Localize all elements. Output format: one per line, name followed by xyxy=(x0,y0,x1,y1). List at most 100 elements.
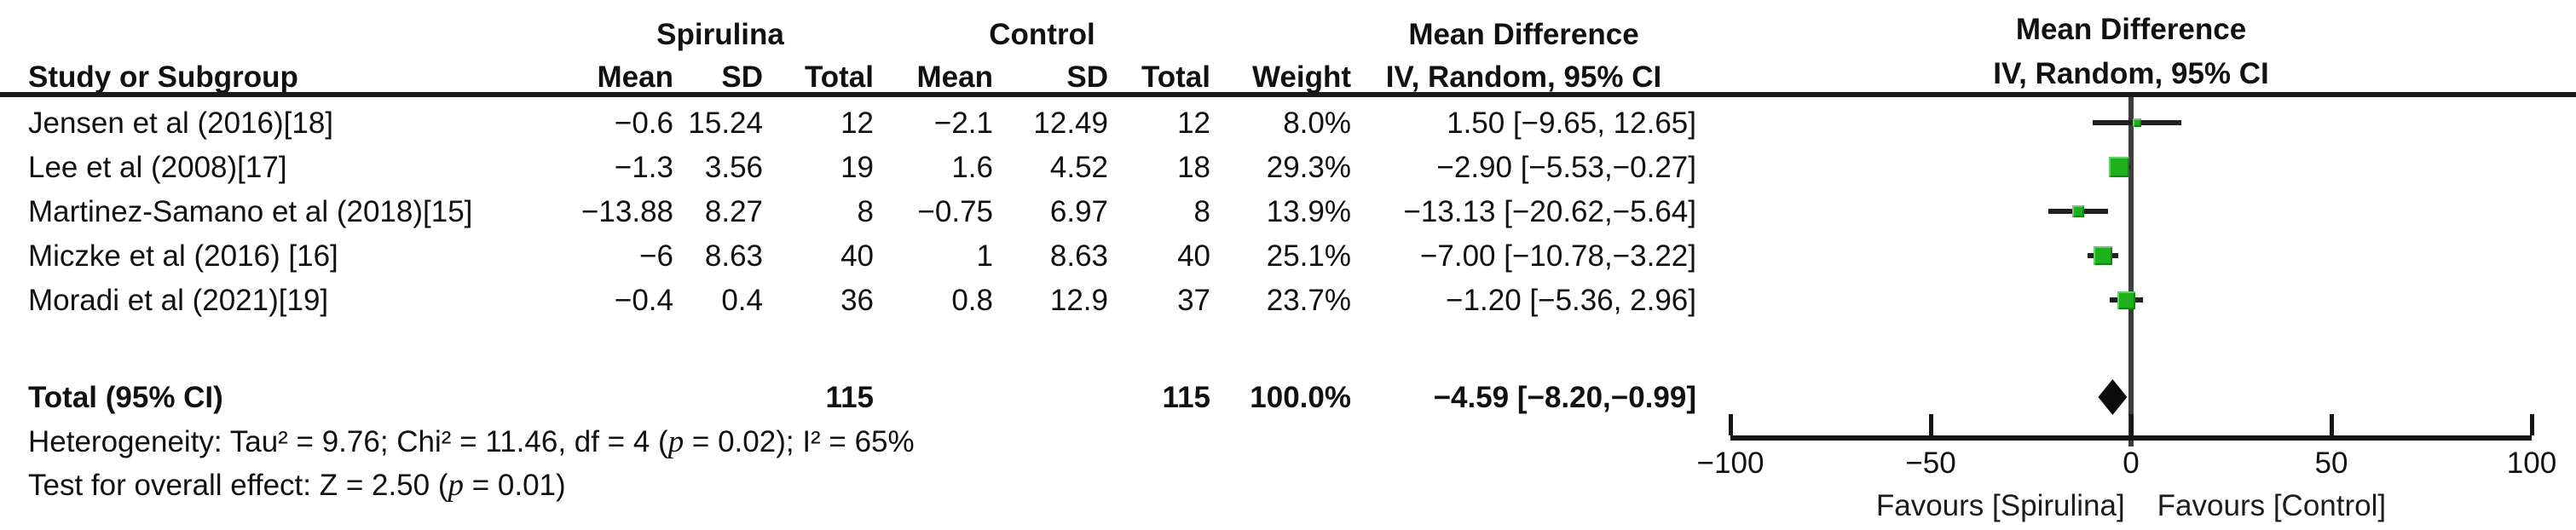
table-row: Martinez-Samano et al (2018)[15] −13.88 8.… xyxy=(0,189,1696,233)
effect-square xyxy=(2109,157,2130,177)
control-sd: 4.52 xyxy=(1049,150,1108,184)
heterogeneity-text-end: = 0.02); I² = 65% xyxy=(684,425,915,458)
heterogeneity-note: Heterogeneity: Tau² = 9.76; Chi² = 11.46… xyxy=(28,426,915,458)
table-row: Miczke et al (2016) [16] −6 8.63 40 1 8.63 40 2… xyxy=(0,233,1696,278)
spirulina-mean: −6 xyxy=(639,239,673,273)
weight-value: 25.1% xyxy=(1266,239,1351,273)
control-mean: 1 xyxy=(976,239,993,273)
spirulina-mean: −0.6 xyxy=(614,106,673,140)
control-mean: −0.75 xyxy=(917,194,993,228)
favours-labels: Favours [Spirulina] Favours [Control] xyxy=(1730,491,2532,521)
md-ci-text: −1.20 [−5.36, 2.96] xyxy=(1446,283,1696,317)
x-axis-line xyxy=(1730,435,2532,441)
axis-tick xyxy=(2530,414,2534,435)
control-total: 8 xyxy=(1193,194,1210,228)
spirulina-sd: 3.56 xyxy=(704,150,763,184)
favours-left-label: Favours [Spirulina] xyxy=(1875,489,2125,522)
weight-value: 23.7% xyxy=(1266,283,1351,317)
study-name: Miczke et al (2016) [16] xyxy=(28,239,338,273)
p-symbol: p xyxy=(667,424,684,459)
control-mean: −2.1 xyxy=(933,106,993,140)
axis-tick xyxy=(1729,414,1733,435)
ci-plot-header: IV, Random, 95% CI xyxy=(1993,57,2269,90)
control-total: 37 xyxy=(1177,283,1210,317)
effect-square xyxy=(2117,291,2135,309)
md-stat-header: Mean Difference xyxy=(1408,18,1639,51)
header-group-row: Spirulina Control Mean Difference xyxy=(0,0,1696,55)
summary-diamond xyxy=(2098,379,2128,415)
control-sd: 12.49 xyxy=(1033,106,1108,140)
axis-tick xyxy=(2330,414,2334,435)
control-sd: 12.9 xyxy=(1049,283,1108,317)
axis-tick-label: −50 xyxy=(1905,446,1956,480)
effect-square xyxy=(2072,205,2085,217)
md-ci-text: −13.13 [−20.62,−5.64] xyxy=(1403,194,1696,228)
table-row: Lee et al (2008)[17] −1.3 3.56 19 1.6 4.52 18 2… xyxy=(0,145,1696,189)
effect-square xyxy=(2094,246,2113,265)
ci-col-header: IV, Random, 95% CI xyxy=(1385,60,1662,94)
table-row: Jensen et al (2016)[18] −0.6 15.24 12 −2.1 12… xyxy=(0,101,1696,145)
group2-header: Control xyxy=(989,18,1095,51)
md-ci-text: −2.90 [−5.53,−0.27] xyxy=(1436,150,1696,184)
control-sd: 8.63 xyxy=(1049,239,1108,273)
spirulina-mean: −13.88 xyxy=(580,194,673,228)
overall-effect-text-end: = 0.01) xyxy=(464,469,566,502)
spirulina-sd: 8.63 xyxy=(704,239,763,273)
header-divider xyxy=(0,92,2576,97)
study-name: Martinez-Samano et al (2018)[15] xyxy=(28,194,473,228)
spirulina-sd: 8.27 xyxy=(704,194,763,228)
weight-col-header: Weight xyxy=(1251,60,1351,94)
control-sd-header: SD xyxy=(1066,60,1108,94)
total-label: Total (95% CI) xyxy=(28,380,223,414)
control-total-header: Total xyxy=(1141,60,1210,94)
control-total: 18 xyxy=(1177,150,1210,184)
spirulina-total: 8 xyxy=(857,194,874,228)
spirulina-total: 40 xyxy=(840,239,874,273)
control-sd: 6.97 xyxy=(1049,194,1108,228)
spirulina-total-header: Total xyxy=(804,60,874,94)
axis-tick xyxy=(2129,414,2134,435)
zero-effect-line xyxy=(2128,97,2134,446)
spirulina-sd: 0.4 xyxy=(721,283,763,317)
axis-tick-label: 100 xyxy=(2506,446,2557,480)
p-symbol: p xyxy=(448,468,465,503)
spirulina-total: 19 xyxy=(840,150,874,184)
study-name: Jensen et al (2016)[18] xyxy=(28,106,334,140)
study-rows: Jensen et al (2016)[18] −0.6 15.24 12 −2.1 12… xyxy=(0,101,1696,322)
total-spirulina-n: 115 xyxy=(825,380,874,414)
spirulina-total: 12 xyxy=(840,106,874,140)
spirulina-mean: −1.3 xyxy=(614,150,673,184)
heterogeneity-text: Heterogeneity: Tau² = 9.76; Chi² = 11.46… xyxy=(28,425,668,458)
control-mean: 0.8 xyxy=(951,283,993,317)
overall-effect-note: Test for overall effect: Z = 2.50 (p = 0… xyxy=(28,470,566,501)
total-ci-text: −4.59 [−8.20,−0.99] xyxy=(1433,380,1696,414)
control-mean-header: Mean xyxy=(916,60,993,94)
control-mean: 1.6 xyxy=(951,150,993,184)
total-control-n: 115 xyxy=(1162,380,1210,414)
md-plot-header: Mean Difference xyxy=(2015,13,2247,46)
axis-tick-label: 0 xyxy=(2123,446,2140,480)
control-total: 12 xyxy=(1177,106,1210,140)
overall-effect-text: Test for overall effect: Z = 2.50 ( xyxy=(28,469,448,502)
study-name: Moradi et al (2021)[19] xyxy=(28,283,329,317)
weight-value: 29.3% xyxy=(1266,150,1351,184)
spirulina-sd-header: SD xyxy=(721,60,763,94)
total-weight: 100.0% xyxy=(1250,380,1351,414)
spirulina-sd: 15.24 xyxy=(688,106,763,140)
md-ci-text: −7.00 [−10.78,−3.22] xyxy=(1419,239,1696,273)
weight-value: 13.9% xyxy=(1266,194,1351,228)
study-col-header: Study or Subgroup xyxy=(28,60,298,94)
axis-tick-label: 50 xyxy=(2314,446,2348,480)
weight-value: 8.0% xyxy=(1283,106,1351,140)
favours-right-label: Favours [Control] xyxy=(2157,489,2387,522)
table-row: Moradi et al (2021)[19] −0.4 0.4 36 0.8 12.9 3… xyxy=(0,278,1696,322)
effect-square xyxy=(2133,118,2142,127)
axis-tick xyxy=(1929,414,1933,435)
spirulina-total: 36 xyxy=(840,283,874,317)
spirulina-mean: −0.4 xyxy=(614,283,673,317)
spirulina-mean-header: Mean xyxy=(597,60,673,94)
md-ci-text: 1.50 [−9.65, 12.65] xyxy=(1447,106,1696,140)
study-name: Lee et al (2008)[17] xyxy=(28,150,287,184)
total-row: Total (95% CI) 115 115 100.0% −4.59 [−8.… xyxy=(0,375,1696,419)
